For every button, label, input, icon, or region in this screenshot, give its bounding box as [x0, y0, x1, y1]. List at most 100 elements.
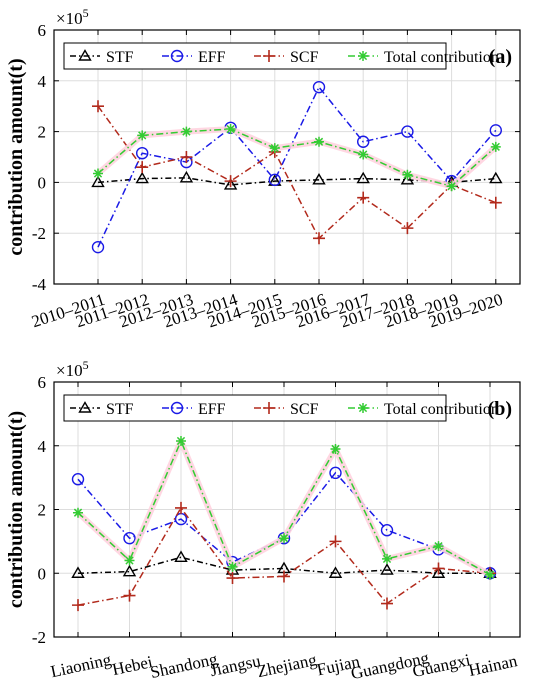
legend-marker	[170, 49, 184, 63]
data-point	[135, 171, 149, 184]
data-point	[227, 561, 238, 572]
data-point	[91, 175, 105, 188]
data-point	[489, 124, 502, 137]
data-point	[71, 566, 85, 578]
data-point	[380, 524, 394, 537]
data-point	[175, 501, 187, 514]
data-point	[123, 531, 136, 545]
data-point	[358, 149, 369, 160]
y-tick-label: 0	[38, 173, 47, 192]
x-tick-label: Hebei	[111, 652, 155, 679]
data-point	[313, 232, 325, 245]
data-point	[380, 563, 394, 575]
panel-b: -20246LiaoningHebeiShandongJiangsuZhejia…	[5, 358, 521, 683]
data-point	[329, 535, 342, 548]
plot-area	[54, 30, 520, 284]
data-point	[357, 135, 370, 148]
data-point	[180, 151, 193, 163]
y-tick-label: -2	[32, 224, 46, 243]
series-line	[77, 556, 490, 575]
data-point	[381, 597, 393, 610]
data-point	[137, 130, 148, 141]
y-tick-label: 0	[38, 564, 47, 583]
x-tick-label: Zhejiang	[255, 650, 319, 681]
data-point	[93, 168, 103, 179]
data-point	[357, 191, 370, 204]
data-point	[135, 146, 149, 160]
data-point	[489, 196, 502, 209]
data-point	[176, 435, 186, 446]
data-point	[356, 171, 370, 184]
series-line	[97, 105, 497, 240]
y-tick-label: 4	[38, 437, 47, 456]
data-point	[312, 80, 326, 94]
x-tick-label: Hainan	[467, 651, 519, 680]
legend-marker	[358, 403, 368, 413]
data-point	[432, 562, 445, 575]
y-tick-label: 2	[38, 501, 47, 520]
data-point	[122, 564, 137, 577]
data-point	[402, 169, 413, 180]
data-point	[279, 533, 289, 544]
legend-label: STF	[106, 401, 134, 418]
legend-label: STF	[106, 49, 134, 66]
data-point	[278, 570, 290, 583]
legend-label: Total contribution	[384, 49, 499, 66]
data-point	[401, 125, 414, 138]
series-line	[97, 85, 497, 248]
y-tick-label: -4	[32, 275, 47, 294]
data-point	[382, 553, 392, 564]
data-point	[73, 507, 83, 518]
data-point	[314, 136, 324, 147]
y-tick-label: 6	[38, 21, 47, 40]
data-point	[268, 173, 281, 187]
panel-label: (a)	[489, 46, 512, 68]
data-point	[446, 181, 457, 192]
data-point	[312, 172, 326, 185]
data-point	[269, 143, 280, 154]
data-point	[401, 222, 414, 235]
legend-marker	[78, 401, 92, 413]
data-point	[225, 124, 236, 135]
data-point	[223, 178, 238, 190]
y-axis-label: contribution amount(t)	[5, 411, 27, 608]
legend-label: Total contribution	[384, 401, 499, 418]
data-point	[181, 126, 192, 137]
legend-marker	[170, 401, 184, 415]
data-point	[431, 566, 446, 578]
y-exponent-superscript: 5	[83, 358, 89, 372]
legend-label: SCF	[290, 401, 319, 418]
data-point	[123, 589, 136, 602]
data-point	[226, 572, 239, 585]
data-point	[330, 443, 341, 454]
x-tick-label: Liaoning	[49, 650, 113, 681]
y-tick-label: 6	[38, 373, 47, 392]
y-exponent-label: ×105	[56, 6, 89, 28]
data-point	[92, 100, 104, 113]
legend-marker	[263, 50, 275, 62]
panel-label: (b)	[488, 398, 512, 420]
data-point	[72, 599, 84, 612]
data-point	[489, 171, 503, 184]
data-point	[91, 240, 105, 254]
data-point	[224, 175, 237, 188]
data-point	[136, 161, 149, 174]
data-point	[329, 466, 342, 480]
data-point	[490, 141, 501, 152]
y-tick-label: -2	[32, 628, 46, 647]
y-tick-label: 2	[38, 123, 47, 142]
legend-marker	[358, 51, 368, 61]
panel-a: -4-202462010–20112011–20122012–20132013–…	[5, 6, 521, 331]
y-exponent-label: ×105	[56, 358, 89, 380]
legend-label: EFF	[198, 49, 226, 66]
y-exponent-superscript: 5	[83, 6, 89, 20]
y-tick-label: 4	[38, 72, 47, 91]
legend-label: SCF	[290, 49, 319, 66]
legend-marker	[78, 49, 92, 61]
legend-label: EFF	[198, 401, 226, 418]
data-point	[433, 541, 444, 552]
x-tick-label: Jiangsu	[208, 651, 262, 680]
series-glow	[96, 126, 498, 190]
data-point	[71, 473, 85, 486]
